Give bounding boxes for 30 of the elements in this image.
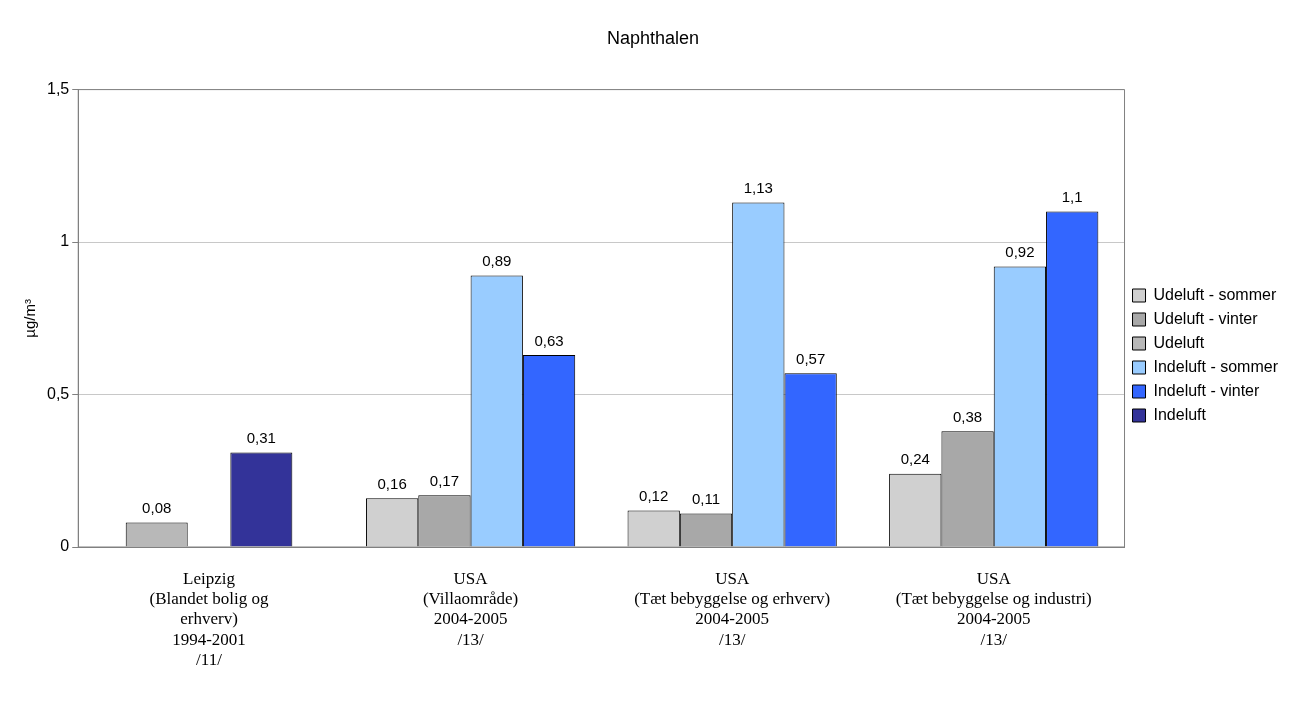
y-axis-title: µg/m³	[21, 298, 39, 338]
data-label: 0,16	[377, 474, 407, 492]
data-label: 1,1	[1061, 188, 1083, 206]
data-label: 0,57	[796, 349, 826, 367]
x-tick-label: USA (Tæt bebyggelse og industri) 2004-2005 /13/	[895, 568, 1092, 649]
data-label: 1,13	[743, 179, 773, 197]
y-tick-label: 1	[60, 232, 70, 250]
data-label: 0,63	[534, 331, 564, 349]
legend-label: Indeluft - vinter	[1153, 381, 1261, 399]
y-tick-label: 0	[60, 537, 70, 555]
x-tick-label: USA (Tæt bebyggelse og erhverv) 2004-2005 /13/	[634, 568, 831, 649]
y-tick-label: 1,5	[46, 80, 70, 98]
x-tick-label: Leipzig (Blandet bolig og erhverv) 1994-2001 /11/	[149, 568, 270, 670]
data-label: 0,12	[639, 487, 669, 505]
data-label: 0,24	[900, 450, 930, 468]
legend-label: Udeluft	[1153, 333, 1205, 351]
chart-title: Naphthalen	[606, 27, 700, 48]
legend-label: Indeluft - sommer	[1153, 357, 1279, 375]
legend-label: Indeluft	[1153, 405, 1207, 423]
data-label: 0,92	[1005, 243, 1035, 261]
data-label: 0,38	[952, 407, 983, 425]
data-label: 0,31	[246, 429, 276, 447]
legend-label: Udeluft - sommer	[1153, 285, 1277, 303]
data-label: 0,17	[429, 471, 460, 489]
data-label: 0,11	[691, 490, 721, 508]
legend-label: Udeluft - vinter	[1153, 309, 1259, 327]
data-label: 0,89	[482, 252, 512, 270]
data-label: 0,08	[142, 499, 172, 517]
x-tick-label: USA (Villaområde) 2004-2005 /13/	[422, 568, 519, 649]
y-tick-label: 0,5	[46, 384, 70, 402]
